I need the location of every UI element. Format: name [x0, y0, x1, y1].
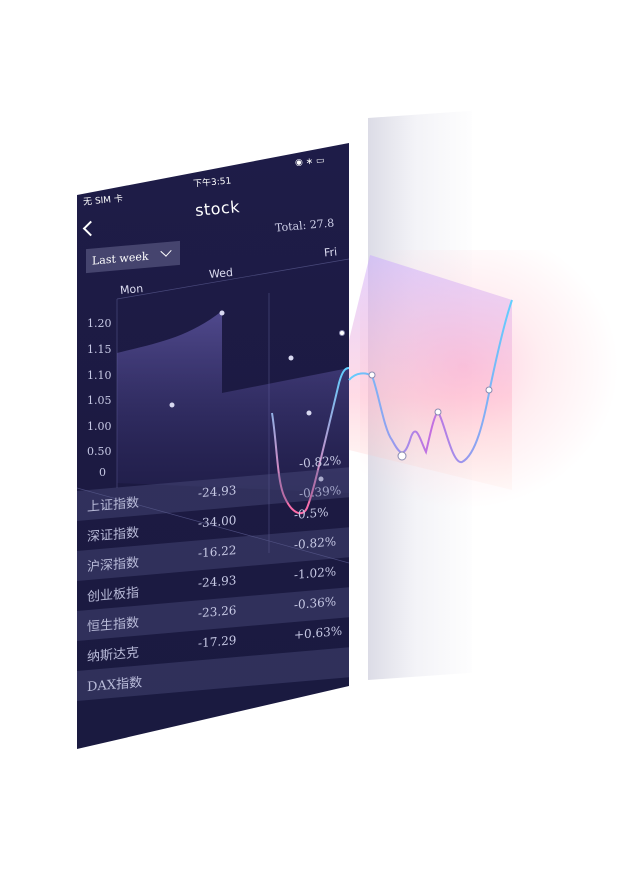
y-tick: 1.05: [87, 394, 112, 407]
chart-dot: [397, 451, 407, 461]
chart-dot: [485, 386, 493, 394]
chart-dot: [318, 476, 324, 482]
chart-dots: [169, 310, 324, 482]
chart-area-fill: [117, 311, 349, 493]
y-tick: 0.50: [87, 445, 112, 458]
chart-dot: [368, 371, 376, 379]
floating-chart-fill: [349, 255, 512, 490]
y-tick: 1.15: [87, 343, 112, 356]
phone-screen: 无 SIM 卡 下午3:51 ◉ ∗ ▭ stock Total: 27.8 L…: [77, 143, 349, 749]
y-tick: 1.20: [87, 317, 112, 330]
chart-dot: [169, 402, 175, 408]
floating-chart-line: [348, 299, 513, 463]
y-tick: 1.00: [87, 420, 112, 433]
chart-dot: [219, 310, 225, 316]
y-tick: 0: [99, 466, 106, 479]
chart-dot: [306, 410, 312, 416]
y-tick: 1.10: [87, 369, 112, 382]
chart-dot: [339, 330, 345, 336]
chart-dot: [288, 355, 294, 361]
chart-dot: [434, 408, 442, 416]
series-line: [271, 367, 349, 515]
chart-area: [77, 258, 349, 564]
